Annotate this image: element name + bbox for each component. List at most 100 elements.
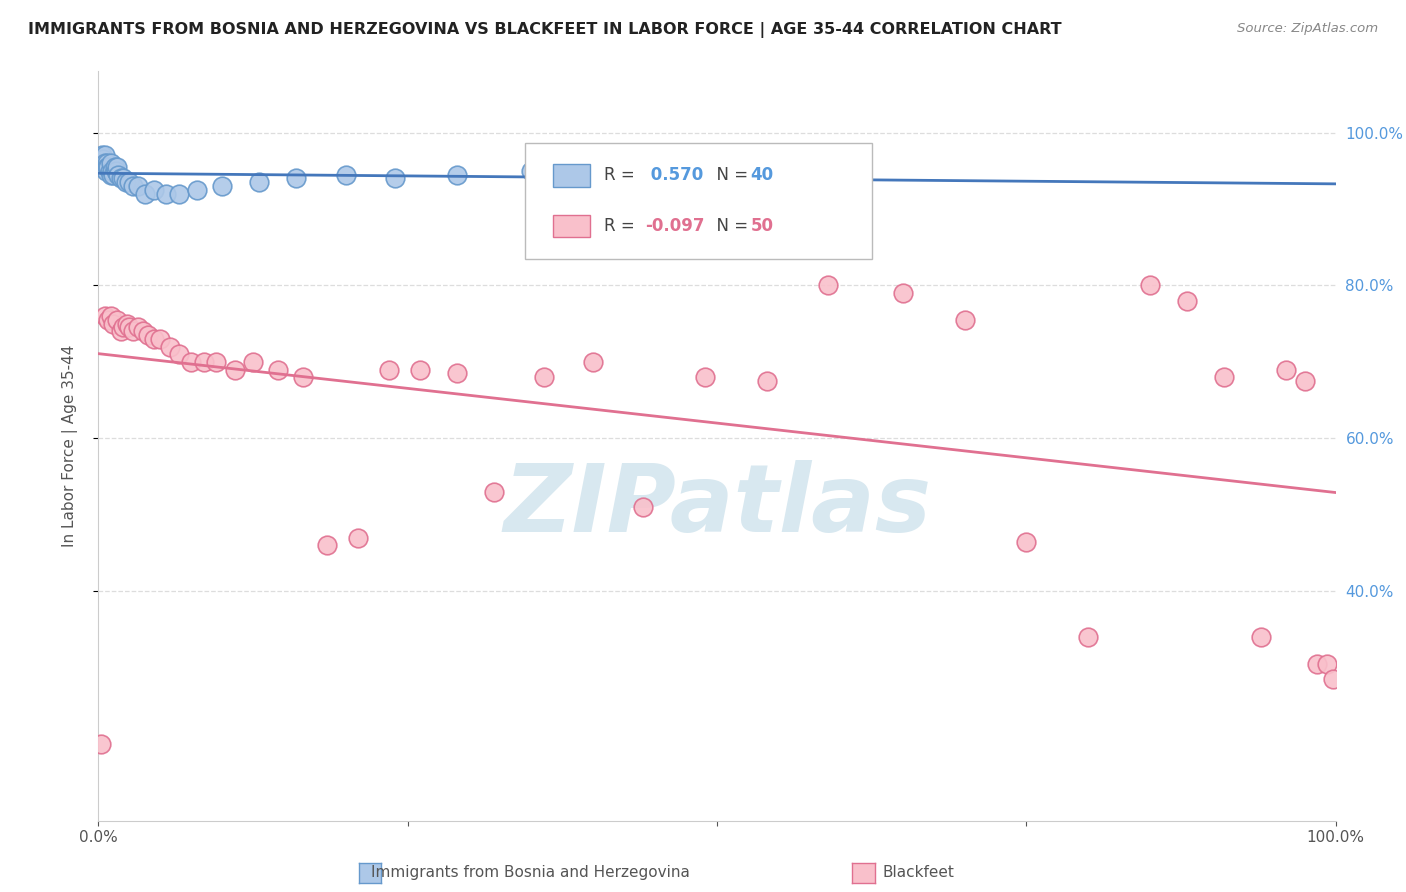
Point — [104, 163, 127, 178]
Point — [101, 163, 124, 178]
Point — [143, 183, 166, 197]
Text: 0.570: 0.570 — [645, 166, 703, 185]
Point — [122, 324, 145, 338]
Point — [446, 367, 468, 381]
Bar — [553, 215, 589, 237]
Point — [100, 309, 122, 323]
Point — [1139, 278, 1161, 293]
Point — [93, 148, 115, 162]
Point — [112, 171, 135, 186]
Point — [112, 320, 135, 334]
Point — [316, 538, 339, 552]
Text: 50: 50 — [751, 217, 773, 235]
Point — [115, 317, 138, 331]
Text: -0.097: -0.097 — [645, 217, 704, 235]
Point — [1306, 657, 1329, 671]
Point — [97, 313, 120, 327]
Point — [110, 324, 132, 338]
Point — [533, 370, 555, 384]
Point — [118, 320, 141, 334]
Point — [247, 175, 270, 189]
Point — [114, 175, 136, 189]
Point — [180, 355, 202, 369]
Point — [97, 160, 120, 174]
Point — [1175, 293, 1198, 308]
Text: Source: ZipAtlas.com: Source: ZipAtlas.com — [1237, 22, 1378, 36]
Point — [693, 370, 716, 384]
Point — [817, 278, 839, 293]
Point — [96, 156, 118, 170]
Text: IMMIGRANTS FROM BOSNIA AND HERZEGOVINA VS BLACKFEET IN LABOR FORCE | AGE 35-44 C: IMMIGRANTS FROM BOSNIA AND HERZEGOVINA V… — [28, 22, 1062, 38]
Point — [155, 186, 177, 201]
Point — [291, 370, 314, 384]
Point — [149, 332, 172, 346]
Point — [103, 168, 125, 182]
Point — [132, 324, 155, 338]
Point — [267, 362, 290, 376]
Point — [409, 362, 432, 376]
Point — [167, 347, 190, 361]
Point — [96, 160, 118, 174]
Point — [186, 183, 208, 197]
Point — [285, 171, 308, 186]
Point — [93, 153, 115, 167]
Point — [335, 168, 357, 182]
Y-axis label: In Labor Force | Age 35-44: In Labor Force | Age 35-44 — [62, 345, 77, 547]
Point — [143, 332, 166, 346]
Point — [242, 355, 264, 369]
Bar — [553, 164, 589, 186]
Point — [100, 168, 122, 182]
Point — [347, 531, 370, 545]
Point — [107, 168, 129, 182]
Point — [105, 313, 128, 327]
Point — [110, 171, 132, 186]
Point — [1322, 672, 1344, 686]
Point — [446, 168, 468, 182]
Point — [755, 374, 778, 388]
Point — [103, 317, 125, 331]
Text: N =: N = — [706, 166, 754, 185]
Point — [91, 148, 114, 162]
Point — [89, 156, 111, 170]
Point — [953, 313, 976, 327]
Text: N =: N = — [706, 217, 754, 235]
Point — [90, 160, 112, 174]
Point — [378, 362, 401, 376]
Point — [93, 309, 115, 323]
Point — [891, 286, 914, 301]
Point — [103, 160, 125, 174]
Point — [94, 163, 117, 178]
Point — [631, 500, 654, 515]
Point — [1316, 657, 1339, 671]
Text: R =: R = — [605, 217, 641, 235]
Point — [1275, 362, 1298, 376]
Point — [98, 163, 121, 178]
Point — [520, 163, 543, 178]
Point — [127, 320, 149, 334]
Point — [1294, 374, 1316, 388]
Point — [90, 737, 112, 751]
Point — [1250, 630, 1272, 644]
Text: Blackfeet: Blackfeet — [883, 865, 955, 880]
Point — [100, 156, 122, 170]
Point — [1077, 630, 1099, 644]
Point — [1213, 370, 1236, 384]
Point — [159, 340, 181, 354]
Point — [193, 355, 215, 369]
FancyBboxPatch shape — [526, 143, 872, 259]
Point — [167, 186, 190, 201]
Point — [582, 355, 605, 369]
Point — [224, 362, 246, 376]
Text: Immigrants from Bosnia and Herzegovina: Immigrants from Bosnia and Herzegovina — [371, 865, 689, 880]
Point — [134, 186, 156, 201]
Point — [93, 156, 115, 170]
Point — [122, 179, 145, 194]
Text: ZIPatlas: ZIPatlas — [503, 460, 931, 552]
Point — [93, 160, 115, 174]
Point — [384, 171, 406, 186]
Text: 40: 40 — [751, 166, 773, 185]
Point — [127, 179, 149, 194]
Point — [1015, 534, 1038, 549]
Point — [105, 160, 128, 174]
Point — [484, 484, 506, 499]
